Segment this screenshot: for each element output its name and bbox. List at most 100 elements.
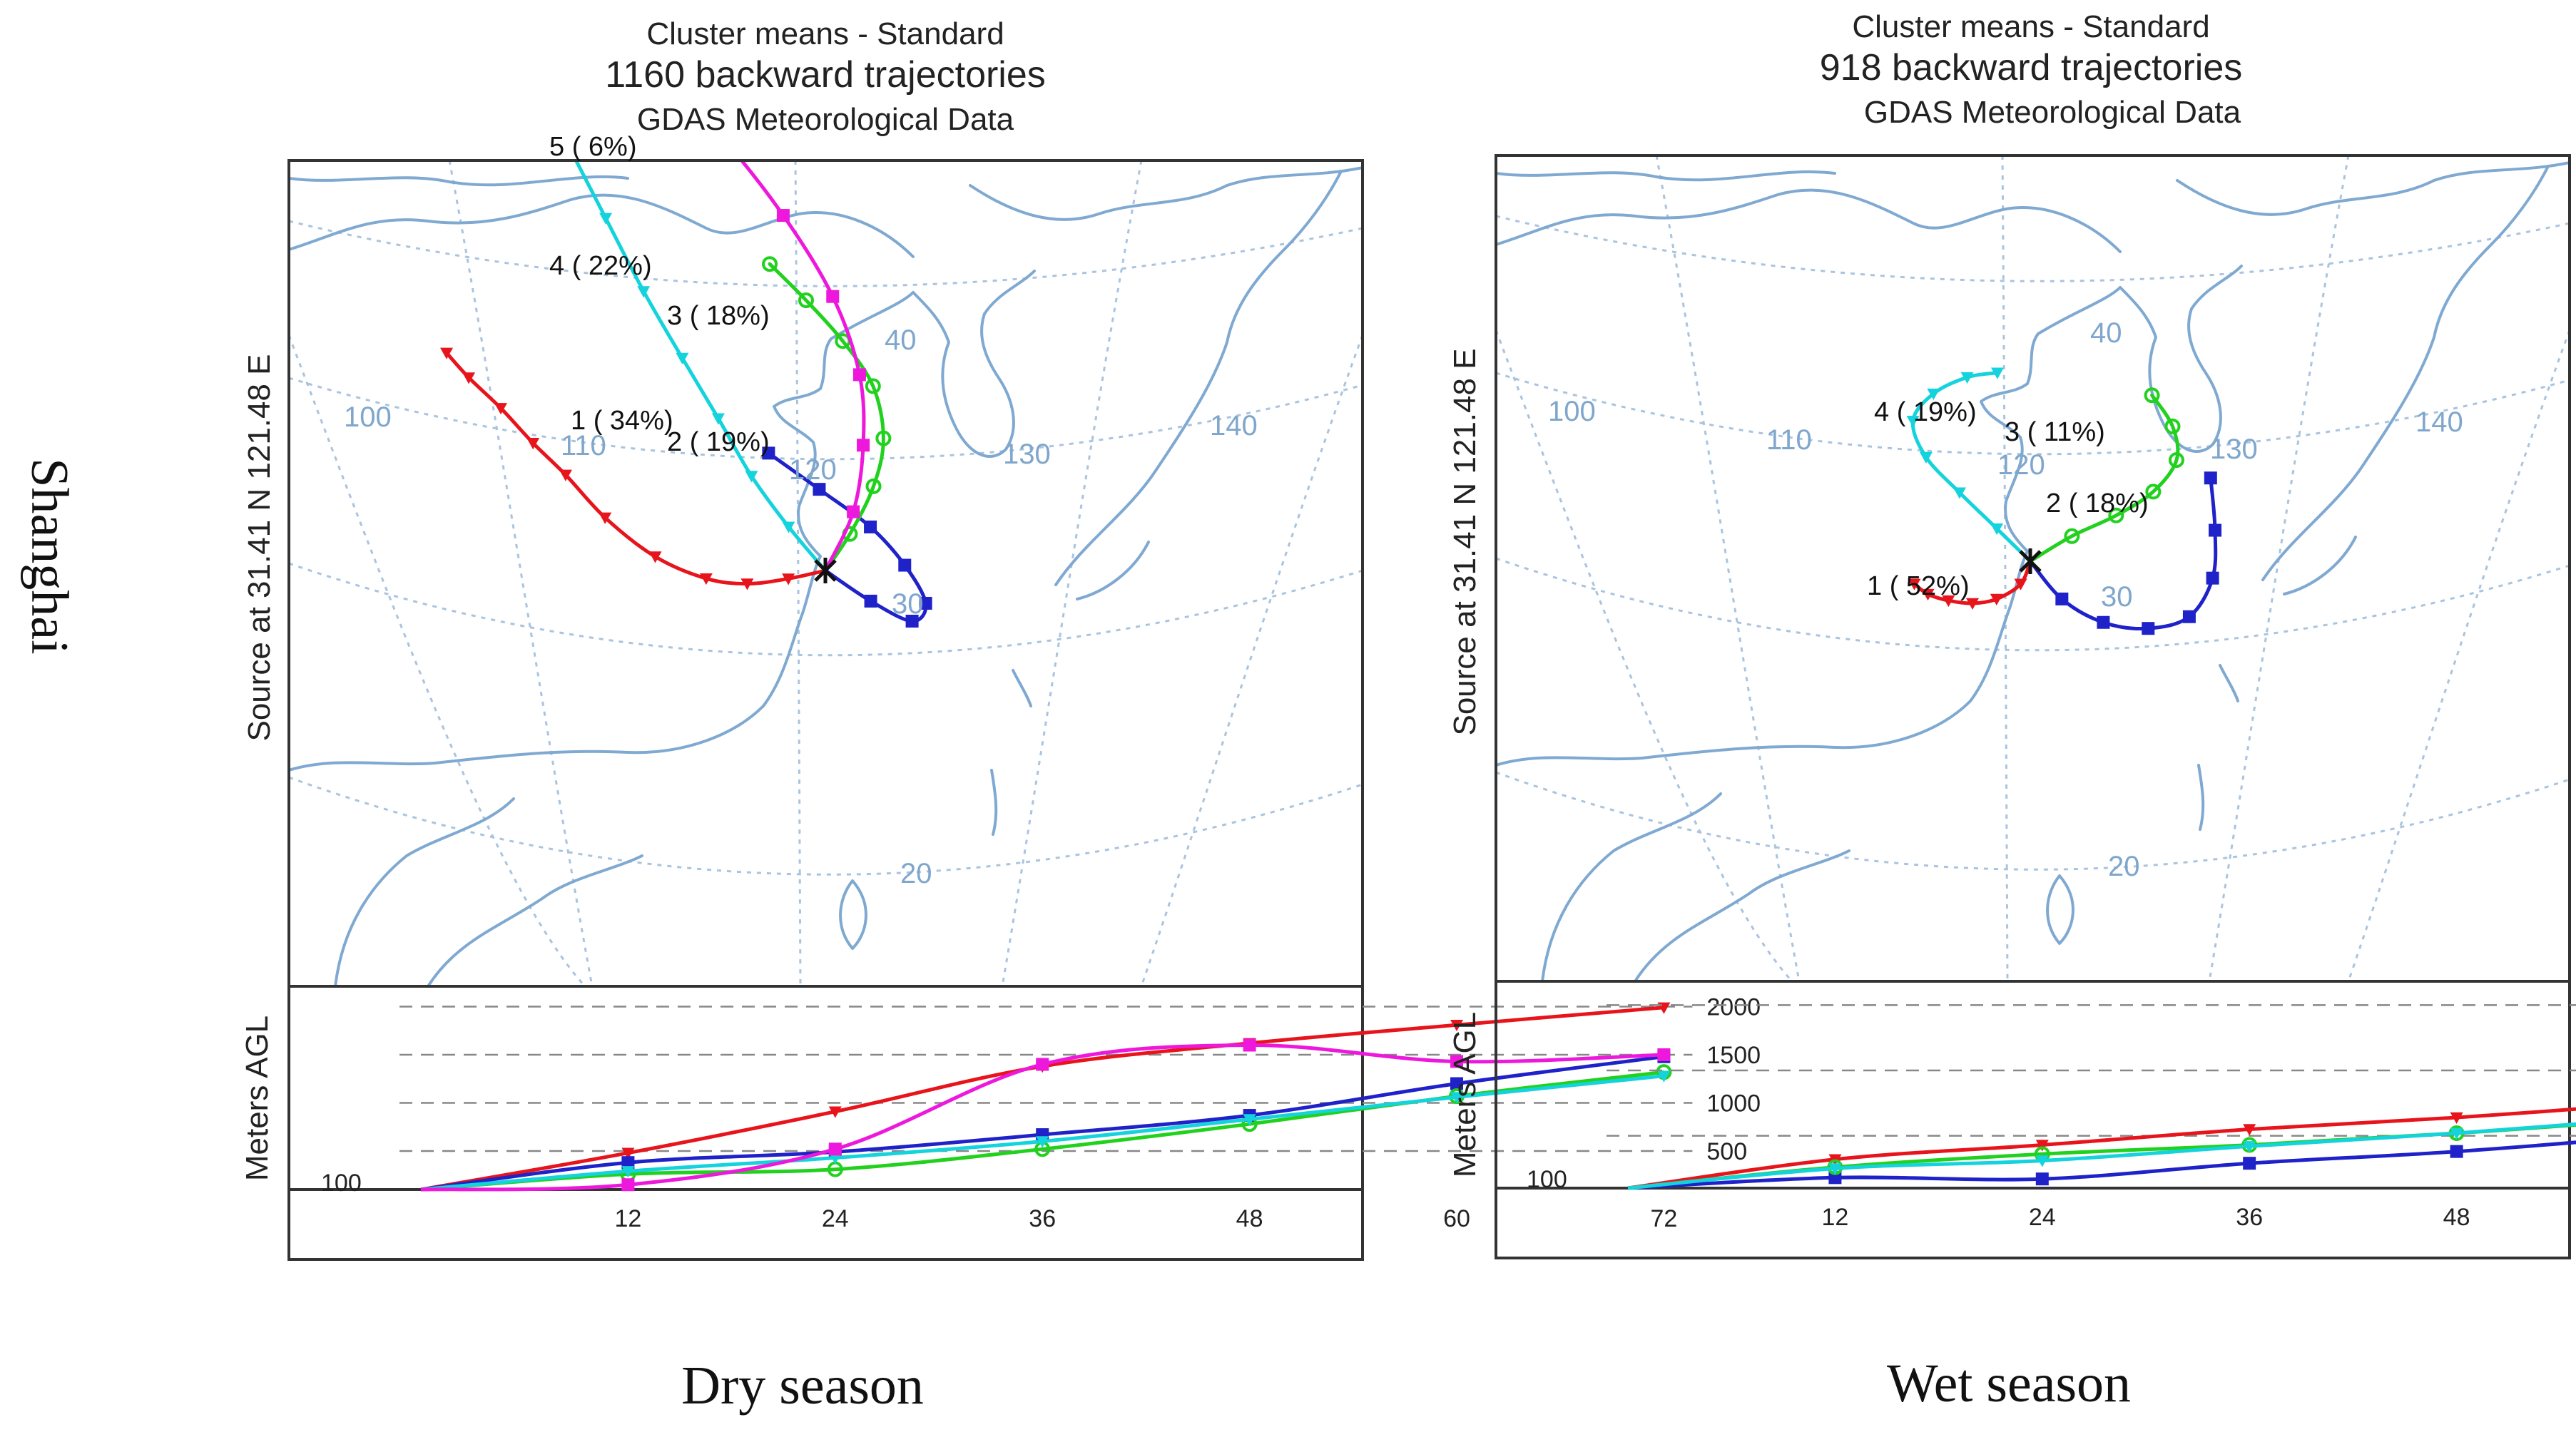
latitude-line bbox=[1496, 215, 2570, 282]
height-marker-4 bbox=[621, 1166, 635, 1178]
longitude-line bbox=[794, 160, 802, 986]
trajectory-line-5 bbox=[739, 160, 866, 573]
height-marker-4 bbox=[2450, 1127, 2463, 1140]
trajectory-marker-4 bbox=[676, 352, 689, 364]
height-marker-5 bbox=[1657, 1048, 1671, 1061]
height-marker-5 bbox=[621, 1178, 635, 1192]
panel-caption: Wet season bbox=[1887, 1354, 2131, 1413]
trajectory-marker-2 bbox=[762, 446, 775, 460]
trajectory-marker-4 bbox=[1906, 415, 1920, 428]
island bbox=[1012, 669, 1032, 707]
longitude-label-100: 100 bbox=[344, 402, 392, 433]
trajectory-marker-1 bbox=[699, 573, 713, 585]
trajectory-marker-4 bbox=[745, 471, 758, 483]
trajectory-marker-2 bbox=[2055, 592, 2069, 605]
chart-title-line-3: GDAS Meteorological Data bbox=[1864, 95, 2241, 130]
coastline bbox=[289, 291, 915, 986]
height-ylabel: Meters AGL bbox=[240, 1016, 275, 1181]
coastline bbox=[2119, 265, 2243, 453]
height-marker-5 bbox=[1036, 1058, 1049, 1071]
trajectory-marker-1 bbox=[1921, 588, 1935, 601]
map-ylabel: Source at 31.41 N 121.48 E bbox=[242, 354, 277, 741]
trajectory-line-3 bbox=[2028, 393, 2180, 563]
longitude-label-120: 120 bbox=[789, 454, 837, 486]
longitude-line bbox=[1140, 334, 1363, 986]
longitude-label-130: 130 bbox=[2210, 434, 2258, 465]
trajectory-marker-1 bbox=[2014, 578, 2027, 590]
island bbox=[2197, 764, 2205, 831]
border bbox=[1496, 188, 2122, 253]
longitude-label-110: 110 bbox=[561, 430, 606, 461]
trajectory-marker-1 bbox=[1942, 595, 1955, 608]
hour-tick-label: 60 bbox=[1443, 1205, 1470, 1232]
height-marker-4 bbox=[2035, 1155, 2049, 1167]
cluster-label-3: 3 ( 18%) bbox=[667, 301, 770, 331]
longitude-label-140: 140 bbox=[1210, 410, 1258, 441]
height-marker-1 bbox=[2450, 1112, 2463, 1124]
trajectory-marker-3 bbox=[2144, 387, 2160, 404]
trajectory-marker-3 bbox=[2064, 528, 2080, 544]
height-marker-1 bbox=[828, 1106, 842, 1118]
trajectories bbox=[440, 0, 932, 628]
trajectory-marker-4 bbox=[1953, 487, 1966, 499]
trajectory-marker-5 bbox=[582, 0, 595, 9]
border bbox=[1496, 170, 1836, 182]
trajectory-marker-4 bbox=[637, 286, 651, 298]
height-marker-5 bbox=[1243, 1038, 1256, 1052]
hour-tick-label: 24 bbox=[822, 1205, 849, 1232]
panel-wet-season: Cluster means - Standard 918 backward tr… bbox=[1447, 9, 2576, 1413]
height-marker-4 bbox=[1828, 1163, 1842, 1175]
longitude-line bbox=[2208, 155, 2350, 981]
height-marker-2 bbox=[2243, 1157, 2256, 1170]
trajectory-marker-2 bbox=[905, 614, 919, 628]
island bbox=[839, 879, 867, 950]
height-marker-2 bbox=[1450, 1077, 1463, 1090]
height-level-label: 1500 bbox=[1706, 1042, 1761, 1069]
coastline bbox=[2261, 165, 2550, 595]
latitude-line bbox=[289, 220, 1363, 287]
coastline bbox=[1496, 286, 2122, 981]
height-ylabel: Meters AGL bbox=[1447, 1012, 1482, 1177]
trajectory-marker-3 bbox=[865, 478, 882, 494]
map-ylabel: Source at 31.41 N 121.48 E bbox=[1447, 348, 1482, 735]
trajectory-marker-1 bbox=[1990, 593, 2003, 605]
trajectory-marker-3 bbox=[875, 430, 892, 446]
height-marker-2 bbox=[2035, 1172, 2049, 1186]
trajectory-marker-2 bbox=[2209, 523, 2222, 537]
trajectory-marker-4 bbox=[599, 213, 613, 225]
cluster-label-4: 4 ( 19%) bbox=[1874, 397, 1977, 427]
source-star-icon bbox=[2019, 548, 2042, 574]
longitude-label-110: 110 bbox=[1766, 424, 1812, 456]
hour-tick-label: 36 bbox=[1029, 1205, 1056, 1232]
latitude-line bbox=[1496, 557, 2570, 652]
cluster-label-2: 2 ( 18%) bbox=[2046, 489, 2149, 518]
source-star-icon bbox=[814, 558, 837, 583]
trajectory-marker-1 bbox=[599, 512, 612, 524]
height-marker-5 bbox=[828, 1142, 842, 1156]
hour-tick-label: 48 bbox=[2443, 1204, 2470, 1231]
latitude-label-20: 20 bbox=[2108, 851, 2140, 882]
height-baseline-label: 100 bbox=[1527, 1166, 1567, 1193]
longitude-line bbox=[448, 160, 594, 986]
trajectory-marker-3 bbox=[2168, 452, 2184, 469]
panel-caption: Dry season bbox=[681, 1356, 924, 1416]
trajectory-marker-5 bbox=[847, 505, 860, 518]
chart-title-line-2: 918 backward trajectories bbox=[1820, 47, 2243, 88]
height-marker-2 bbox=[2450, 1145, 2463, 1158]
height-marker-4 bbox=[1243, 1114, 1256, 1126]
height-marker-1 bbox=[1450, 1019, 1463, 1032]
longitude-line bbox=[1001, 160, 1143, 986]
island bbox=[2046, 874, 2074, 945]
border bbox=[334, 797, 515, 986]
trajectory-marker-3 bbox=[2108, 507, 2124, 523]
trajectory-marker-1 bbox=[559, 469, 572, 481]
longitude-line bbox=[2347, 329, 2570, 981]
height-marker-1 bbox=[2243, 1124, 2256, 1136]
trajectory-marker-1 bbox=[526, 438, 540, 450]
trajectory-marker-2 bbox=[864, 594, 877, 608]
latitude-label-30: 30 bbox=[892, 588, 924, 620]
trajectories bbox=[1906, 367, 2222, 635]
trajectory-marker-3 bbox=[2145, 484, 2162, 500]
trajectory-marker-2 bbox=[2204, 471, 2217, 485]
